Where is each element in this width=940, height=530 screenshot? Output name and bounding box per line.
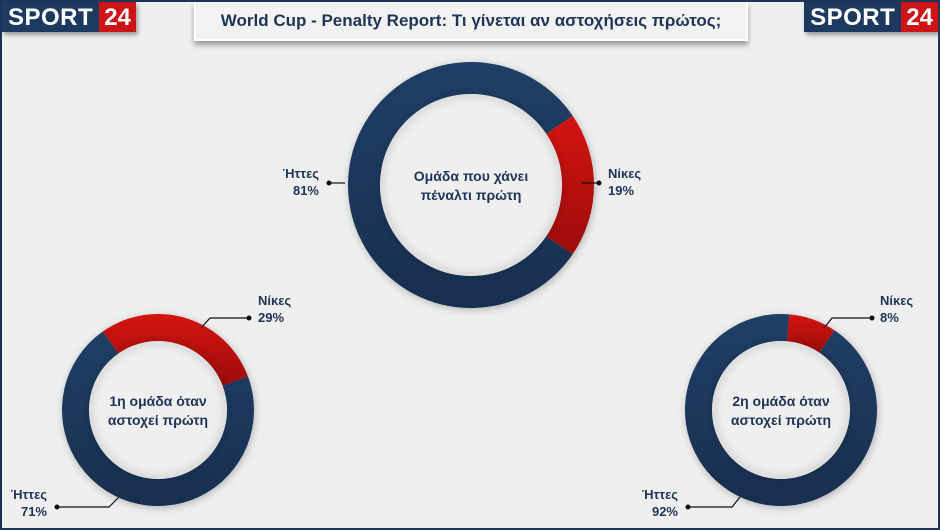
losses-value: 71%: [21, 504, 47, 519]
losses-label: Ήττες: [642, 487, 679, 502]
donut-hole: [89, 341, 227, 479]
logo-number: 24: [99, 2, 136, 32]
wins-leader-dot: [246, 315, 252, 321]
wins-label: Νίκες: [258, 293, 291, 308]
donut-title-line: Ομάδα που χάνει: [414, 168, 529, 184]
losses-leader-line: [688, 496, 741, 508]
donut-title-line: αστοχεί πρώτη: [108, 412, 208, 428]
losses-leader-dot: [685, 504, 691, 510]
wins-leader-dot: [869, 315, 875, 321]
donut-hole-shadow: [88, 340, 228, 480]
wins-leader-line: [200, 317, 249, 329]
donut-chart-2: 1η ομάδα όταν αστοχεί πρώτη Νίκες 29% Ήττες 7…: [11, 293, 292, 519]
wins-leader-line: [823, 317, 872, 329]
losses-leader-dot: [54, 504, 60, 510]
wins-value: 19%: [608, 183, 634, 198]
donut-chart-3: 2η ομάδα όταν αστοχεί πρώτη Νίκες 8% Ήττες 92…: [642, 293, 914, 519]
page-title: World Cup - Penalty Report: Τι γίνεται α…: [220, 10, 722, 30]
wins-leader-dot: [596, 180, 602, 186]
donut-chart-1: Ομάδα που χάνει πέναλτι πρώτη Νίκες 19% Ήττε…: [283, 61, 641, 310]
sport24-logo-left: SPORT 24: [2, 2, 136, 32]
losses-label: Ήττες: [11, 487, 48, 502]
donut-hole-shadow: [379, 93, 563, 277]
losses-leader-dot: [326, 180, 332, 186]
logo-number: 24: [901, 2, 938, 32]
donut-title-line: πέναλτι πρώτη: [421, 187, 522, 203]
slice-wins: [546, 115, 594, 255]
losses-label: Ήττες: [283, 166, 320, 181]
wins-label: Νίκες: [880, 293, 913, 308]
slice-wins: [102, 314, 248, 386]
donut-hole-shadow: [711, 340, 851, 480]
title-banner: World Cup - Penalty Report: Τι γίνεται α…: [194, 2, 748, 41]
losses-leader-line: [57, 496, 120, 508]
slice-losses: [61, 331, 254, 506]
donut-hole: [380, 94, 562, 276]
losses-value: 81%: [293, 183, 319, 198]
wins-value: 8%: [880, 310, 899, 325]
wins-label: Νίκες: [608, 166, 641, 181]
sport24-logo-right: SPORT 24: [804, 2, 938, 32]
losses-value: 92%: [652, 504, 678, 519]
donut-title-line: 2η ομάδα όταν: [732, 393, 830, 409]
donut-hole: [712, 341, 850, 479]
donut-title-line: 1η ομάδα όταν: [109, 393, 207, 409]
wins-value: 29%: [258, 310, 284, 325]
donut-title-line: αστοχεί πρώτη: [731, 412, 831, 428]
logo-word: SPORT: [804, 2, 902, 32]
logo-word: SPORT: [2, 2, 100, 32]
